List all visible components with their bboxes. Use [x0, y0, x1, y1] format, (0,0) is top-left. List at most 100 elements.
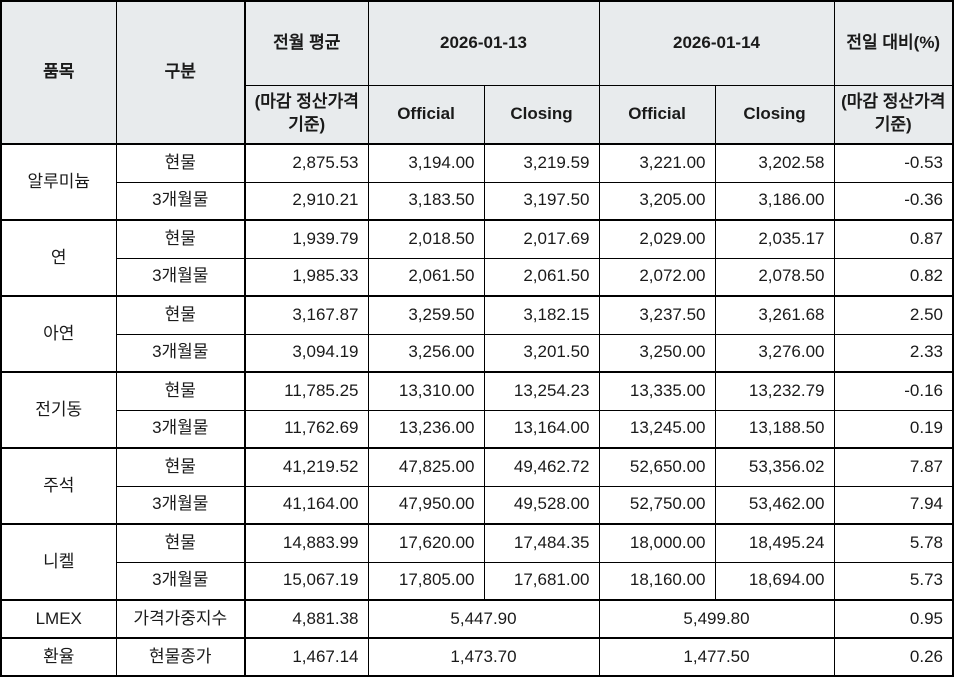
date2-closing-cell: 53,462.00 [714, 485, 835, 525]
date1-closing-cell: 49,528.00 [483, 485, 600, 525]
prev-avg-cell: 4,881.38 [244, 599, 369, 639]
date2-header: 2026-01-14 [598, 0, 835, 86]
dod-cell: 0.82 [833, 257, 954, 297]
dod-cell: 0.95 [833, 599, 954, 639]
date1-closing-cell: 17,681.00 [483, 561, 600, 601]
date1-closing-cell: 3,201.50 [483, 333, 600, 373]
date2-closing-header: Closing [714, 84, 835, 145]
date2-official-cell: 18,000.00 [598, 523, 716, 563]
date2-official-cell: 3,237.50 [598, 295, 716, 335]
table-row: 전기동 현물 11,785.25 13,310.00 13,254.23 13,335.0… [0, 371, 954, 449]
dod-cell: -0.36 [833, 181, 954, 221]
prev-avg-cell: 2,875.53 [244, 143, 369, 183]
table-row: 3개월물 11,762.69 13,236.00 13,164.00 13,245.00… [1, 409, 954, 449]
category-cell: 가격가중지수 [115, 599, 246, 639]
date2-official-cell: 2,072.00 [598, 257, 716, 297]
date1-merged-cell: 5,447.90 [367, 599, 600, 639]
date2-closing-cell: 2,078.50 [714, 257, 835, 297]
prev-avg-cell: 2,910.21 [244, 181, 369, 221]
item-cell: 연 [0, 219, 117, 297]
category-cell: 3개월물 [115, 485, 246, 525]
date2-official-cell: 3,221.00 [598, 143, 716, 183]
prev-avg-cell: 15,067.19 [244, 561, 369, 601]
date1-official-cell: 13,236.00 [367, 409, 485, 449]
date2-closing-cell: 3,186.00 [714, 181, 835, 221]
table-row: 알루미늄 현물 2,875.53 3,194.00 3,219.59 3,221.00 3,… [0, 143, 954, 221]
category-cell: 3개월물 [115, 409, 246, 449]
date1-closing-cell: 2,017.69 [483, 219, 600, 259]
prev-avg-cell: 14,883.99 [244, 523, 369, 563]
date2-closing-cell: 18,495.24 [714, 523, 835, 563]
table-row: 3개월물 15,067.19 17,805.00 17,681.00 18,160.00… [1, 561, 954, 601]
date2-closing-cell: 2,035.17 [714, 219, 835, 259]
prev-avg-cell: 41,219.52 [244, 447, 369, 487]
prev-avg-cell: 3,094.19 [244, 333, 369, 373]
date1-closing-cell: 3,197.50 [483, 181, 600, 221]
category-cell: 현물 [115, 143, 246, 183]
dod-cell: 5.73 [833, 561, 954, 601]
date1-closing-header: Closing [483, 84, 600, 145]
date2-closing-cell: 53,356.02 [714, 447, 835, 487]
table-row: 니켈 현물 14,883.99 17,620.00 17,484.35 18,000.00… [0, 523, 954, 601]
date2-official-cell: 52,750.00 [598, 485, 716, 525]
dod-cell: 5.78 [833, 523, 954, 563]
prev-avg-cell: 3,167.87 [244, 295, 369, 335]
date1-closing-cell: 17,484.35 [483, 523, 600, 563]
date2-official-cell: 2,029.00 [598, 219, 716, 259]
day-over-day-header: 전일 대비(%) [833, 0, 954, 86]
table-header: 품목 구분 전월 평균 2026-01-13 2026-01-14 전일 대비(… [0, 0, 954, 145]
date1-official-cell: 17,620.00 [367, 523, 485, 563]
category-cell: 현물 [115, 219, 246, 259]
prev-avg-cell: 11,785.25 [244, 371, 369, 411]
date1-official-cell: 47,950.00 [367, 485, 485, 525]
prev-avg-cell: 1,939.79 [244, 219, 369, 259]
item-cell: 아연 [0, 295, 117, 373]
table-row: 아연 현물 3,167.87 3,259.50 3,182.15 3,237.50 3,26… [0, 295, 954, 373]
category-cell: 3개월물 [115, 561, 246, 601]
date1-closing-cell: 49,462.72 [483, 447, 600, 487]
date1-merged-cell: 1,473.70 [367, 637, 600, 677]
prev-avg-cell: 41,164.00 [244, 485, 369, 525]
table-row: 3개월물 41,164.00 47,950.00 49,528.00 52,750.00… [1, 485, 954, 525]
item-cell: 주석 [0, 447, 117, 525]
dod-cell: 2.50 [833, 295, 954, 335]
table-body: 알루미늄 현물 2,875.53 3,194.00 3,219.59 3,221.00 3,… [0, 143, 954, 677]
item-cell: LMEX [0, 599, 117, 639]
item-cell: 전기동 [0, 371, 117, 449]
date2-closing-cell: 13,232.79 [714, 371, 835, 411]
date1-official-cell: 3,256.00 [367, 333, 485, 373]
item-cell: 니켈 [0, 523, 117, 601]
prev-avg-cell: 1,467.14 [244, 637, 369, 677]
category-cell: 3개월물 [115, 333, 246, 373]
date2-closing-cell: 13,188.50 [714, 409, 835, 449]
prev-avg-cell: 1,985.33 [244, 257, 369, 297]
date1-official-header: Official [367, 84, 485, 145]
item-cell: 환율 [0, 637, 117, 677]
table-row: LMEX 가격가중지수 4,881.38 5,447.90 5,499.80 0.95 [0, 599, 954, 639]
date2-official-cell: 18,160.00 [598, 561, 716, 601]
table-row: 3개월물 3,094.19 3,256.00 3,201.50 3,250.00 3,27… [1, 333, 954, 373]
prev-avg-basis-subheader: (마감 정산가격 기준) [244, 84, 369, 145]
date2-official-cell: 3,250.00 [598, 333, 716, 373]
item-column-header: 품목 [0, 0, 117, 145]
date1-official-cell: 3,259.50 [367, 295, 485, 335]
dod-cell: 7.87 [833, 447, 954, 487]
dod-cell: 0.19 [833, 409, 954, 449]
category-column-header: 구분 [115, 0, 246, 145]
dod-cell: -0.16 [833, 371, 954, 411]
category-cell: 현물 [115, 371, 246, 411]
date1-official-cell: 3,194.00 [367, 143, 485, 183]
date1-header: 2026-01-13 [367, 0, 600, 86]
date1-official-cell: 17,805.00 [367, 561, 485, 601]
date2-closing-cell: 18,694.00 [714, 561, 835, 601]
category-cell: 3개월물 [115, 257, 246, 297]
prev-avg-cell: 11,762.69 [244, 409, 369, 449]
date1-closing-cell: 13,164.00 [483, 409, 600, 449]
date1-closing-cell: 13,254.23 [483, 371, 600, 411]
table-row: 3개월물 1,985.33 2,061.50 2,061.50 2,072.00 2,07… [1, 257, 954, 297]
date2-closing-cell: 3,261.68 [714, 295, 835, 335]
category-cell: 3개월물 [115, 181, 246, 221]
date2-official-cell: 52,650.00 [598, 447, 716, 487]
